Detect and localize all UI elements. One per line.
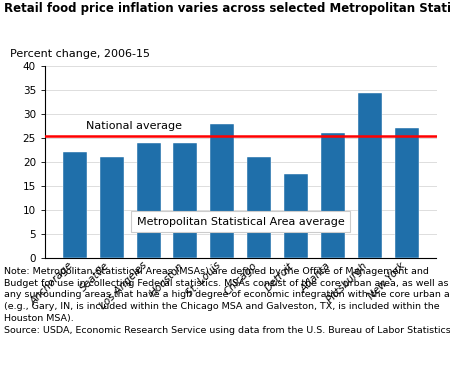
Bar <box>173 143 198 258</box>
Bar <box>247 157 271 258</box>
Text: Retail food price inflation varies across selected Metropolitan Statistical Area: Retail food price inflation varies acros… <box>4 2 450 15</box>
Bar <box>321 133 345 258</box>
Bar <box>395 128 418 258</box>
Text: Note: Metropolitan Statistical Areas (MSAs) are defined by the Office of Managem: Note: Metropolitan Statistical Areas (MS… <box>4 267 450 335</box>
Bar <box>358 92 382 258</box>
Bar <box>210 124 234 258</box>
Text: National average: National average <box>86 121 182 131</box>
Bar <box>284 174 308 258</box>
Text: Percent change, 2006-15: Percent change, 2006-15 <box>10 49 150 59</box>
Bar <box>136 143 161 258</box>
Bar <box>63 152 87 258</box>
Text: Metropolitan Statistical Area average: Metropolitan Statistical Area average <box>137 217 345 227</box>
Bar <box>100 157 124 258</box>
